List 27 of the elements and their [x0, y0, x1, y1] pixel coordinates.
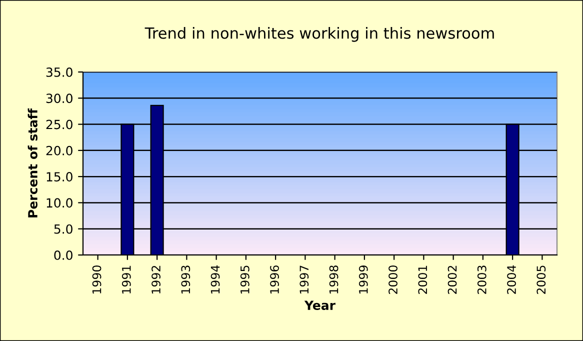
y-tick-label: 15.0	[46, 172, 72, 182]
y-axis-title: Percent of staff	[28, 108, 38, 218]
x-tick-label: 2000	[388, 266, 398, 294]
x-tick-label: 1997	[300, 266, 309, 294]
y-tick-label: 0.0	[54, 250, 72, 260]
x-tick-label: 1996	[270, 265, 279, 294]
y-tick-label: 20.0	[46, 146, 72, 156]
x-tick-label: 2003	[477, 266, 486, 294]
x-tick-label: 2005	[536, 266, 546, 294]
x-tick-label: 1999	[358, 266, 368, 294]
x-tick-label: 1995	[240, 266, 250, 294]
y-tick-label: 5.0	[54, 224, 72, 234]
chart-title: Trend in non-whites working in this newsroom	[144, 27, 494, 42]
x-tick-label: 1990	[92, 266, 102, 294]
x-tick-label: 1992	[152, 266, 160, 294]
y-tick-label: 35.0	[46, 67, 72, 77]
x-tick-label: 1993	[181, 266, 190, 294]
x-tick-label: 2004	[507, 265, 516, 294]
x-tick-label: 2001	[418, 266, 428, 294]
x-axis-title: Year	[304, 300, 336, 310]
x-tick-label: 2002	[448, 266, 457, 294]
y-tick-label: 30.0	[46, 94, 72, 104]
x-tick-label: 1998	[329, 266, 338, 294]
y-tick-label: 10.0	[46, 198, 72, 208]
y-tick-label: 25.0	[46, 120, 72, 130]
x-tick-label: 1991	[122, 266, 131, 294]
x-tick-label: 1994	[210, 265, 220, 294]
